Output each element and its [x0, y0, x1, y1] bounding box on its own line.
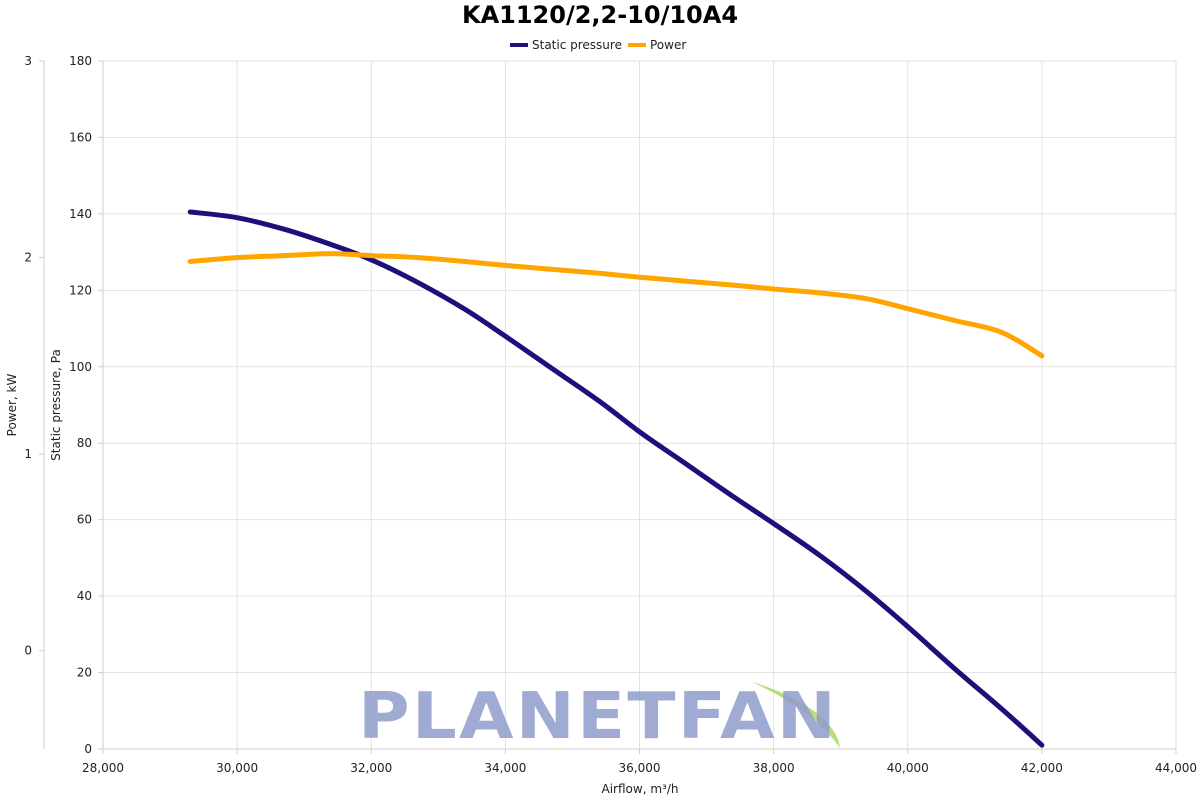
power-tick-label: 1 — [24, 447, 32, 461]
pressure-tick-label: 0 — [84, 742, 92, 756]
axes: 28,000 30,000 32,000 34,000 36,000 38,000 40,0… — [24, 54, 1197, 775]
x-tick-label: 32,000 — [350, 761, 392, 775]
watermark: PLANETFAN — [358, 680, 840, 754]
x-tick-label: 44,000 — [1155, 761, 1197, 775]
legend-item-static-pressure[interactable]: Static pressure — [510, 38, 622, 52]
pressure-tick-label: 40 — [77, 589, 92, 603]
pressure-tick-label: 80 — [77, 436, 92, 450]
power-tick-label: 2 — [24, 251, 32, 265]
x-tick-label: 36,000 — [619, 761, 661, 775]
pressure-axis-label: Static pressure, Pa — [49, 349, 63, 461]
x-tick-label: 34,000 — [484, 761, 526, 775]
x-tick-label: 30,000 — [216, 761, 258, 775]
legend-label-static-pressure: Static pressure — [532, 38, 622, 52]
legend-label-power: Power — [650, 38, 686, 52]
pressure-tick-label: 120 — [69, 283, 92, 297]
power-tick-label: 0 — [24, 644, 32, 658]
power-tick-label: 3 — [24, 54, 32, 68]
series-line-static-pressure — [187, 209, 1045, 748]
pressure-tick-label: 60 — [77, 513, 92, 527]
pressure-tick-label: 140 — [69, 207, 92, 221]
pressure-tick-label: 160 — [69, 130, 92, 144]
x-tick-label: 38,000 — [753, 761, 795, 775]
grid — [102, 60, 1177, 750]
series-line-power — [187, 251, 1045, 359]
x-tick-label: 28,000 — [82, 761, 124, 775]
watermark-text: PLANETFAN — [358, 680, 838, 754]
power-axis-label: Power, kW — [5, 374, 19, 437]
pressure-tick-label: 180 — [69, 54, 92, 68]
x-tick-label: 42,000 — [1021, 761, 1063, 775]
pressure-tick-label: 100 — [69, 360, 92, 374]
legend-item-power[interactable]: Power — [628, 38, 686, 52]
chart-title: KA1120/2,2-10/10A4 — [462, 1, 738, 29]
x-tick-label: 40,000 — [887, 761, 929, 775]
series — [187, 209, 1045, 748]
legend: Static pressure Power — [510, 38, 686, 52]
x-axis-label: Airflow, m³/h — [602, 782, 679, 796]
pressure-tick-label: 20 — [77, 666, 92, 680]
